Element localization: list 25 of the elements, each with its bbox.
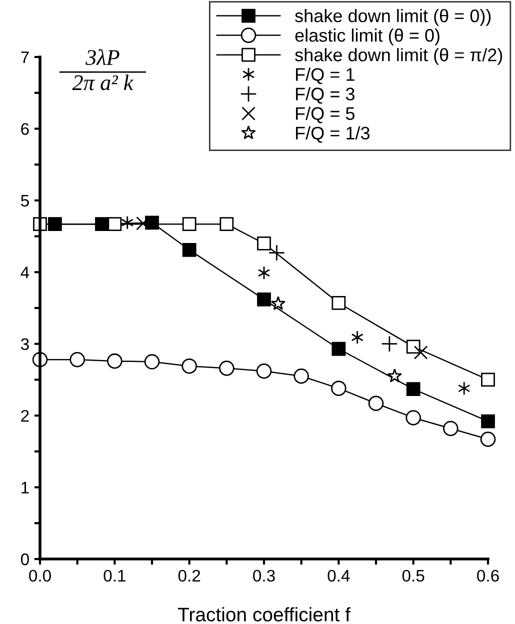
y-tick-label: 2	[21, 410, 29, 422]
x-tick-label: 0.6	[477, 570, 499, 582]
y-tick-label: 3	[20, 338, 29, 350]
y-tick-label: 5	[20, 195, 29, 207]
annotation: 2π a² k	[72, 74, 134, 90]
legend-label: elastic limit (θ = 0)	[295, 28, 440, 46]
legend-label: shake down limit (θ = 0))	[295, 9, 491, 26]
y-tick-label: 4	[20, 266, 30, 278]
legend-label: F/Q = 1	[296, 68, 354, 84]
y-tick-label: 7	[21, 52, 29, 64]
legend-label: F/Q = 3	[296, 87, 354, 104]
y-tick-label: 0	[20, 553, 29, 566]
y-tick-label: 6	[21, 123, 29, 135]
legend-label: F/Q = 1/3	[296, 126, 370, 143]
x-tick-label: 0.1	[104, 570, 126, 582]
x-tick-label: 0.3	[253, 570, 275, 582]
x-axis-title: Traction coefficient f	[178, 607, 350, 622]
x-tick-label: 0.0	[29, 570, 51, 582]
y-tick-label: 1	[22, 482, 29, 494]
x-tick-label: 0.5	[402, 570, 424, 582]
x-tick-label: 0.4	[328, 570, 350, 582]
annotation: 3λP	[86, 49, 120, 66]
legend-label: F/Q = 5	[296, 106, 354, 124]
legend-label: shake down limit (θ = π/2)	[295, 48, 502, 65]
x-tick-label: 0.2	[178, 570, 200, 582]
